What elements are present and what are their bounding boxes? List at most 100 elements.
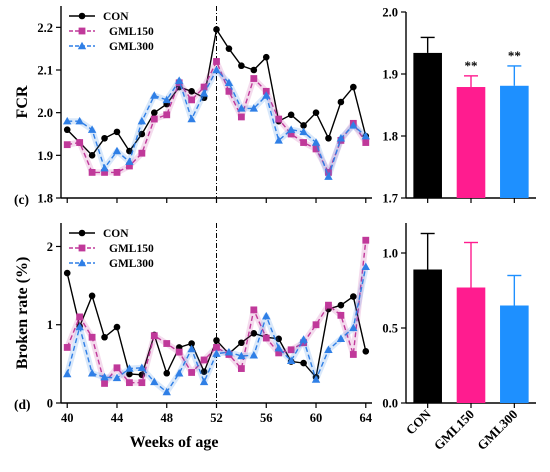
y-axis-title: FCR — [14, 85, 31, 118]
data-point — [325, 301, 332, 309]
data-point — [300, 139, 307, 146]
data-point — [362, 348, 370, 355]
data-point — [200, 368, 208, 375]
fcr-line-panel: 1.8 1.9 2.0 2.1 2.2 FCR (c) CON GML150 GML300 — [14, 6, 372, 207]
data-point — [174, 368, 184, 377]
data-point — [262, 334, 270, 342]
legend-marker — [78, 244, 86, 252]
data-point — [63, 141, 71, 149]
data-point — [162, 95, 171, 104]
data-point — [349, 323, 358, 332]
bar-gml150 — [456, 87, 486, 198]
data-point — [275, 335, 283, 343]
bar-gml300 — [500, 85, 529, 198]
data-point — [224, 347, 234, 356]
legend: CON GML150 GML300 — [69, 228, 154, 270]
data-point — [337, 98, 345, 106]
data-point — [163, 111, 171, 119]
data-point — [300, 122, 307, 129]
data-point — [88, 152, 96, 159]
data-point — [113, 364, 121, 372]
data-point — [88, 333, 96, 341]
data-point — [349, 351, 357, 358]
data-point — [324, 172, 333, 180]
data-point — [237, 351, 246, 360]
data-point — [249, 104, 259, 112]
data-point — [312, 145, 320, 153]
data-point — [163, 340, 171, 347]
panel-label: (d) — [14, 397, 31, 412]
data-point — [63, 344, 71, 351]
data-point — [188, 369, 196, 376]
data-point — [100, 372, 109, 381]
data-point — [287, 111, 295, 119]
legend-label: CON — [103, 11, 129, 23]
data-point — [336, 334, 346, 343]
data-point — [150, 115, 158, 123]
data-point — [311, 375, 321, 383]
data-point — [76, 313, 84, 321]
data-point — [286, 125, 296, 133]
x-axis-title: Weeks of age — [130, 434, 219, 451]
data-point — [350, 293, 357, 300]
data-point — [126, 379, 133, 387]
data-point — [275, 115, 283, 123]
data-point — [88, 169, 96, 176]
category-label: GML150 — [431, 407, 477, 453]
bar-gml150 — [456, 287, 486, 403]
data-point — [237, 113, 245, 121]
data-point — [162, 387, 171, 396]
data-point — [101, 134, 108, 142]
significance-mark: ** — [508, 48, 521, 63]
data-point — [224, 78, 234, 86]
data-point — [213, 58, 220, 65]
data-point — [101, 169, 108, 176]
data-point — [150, 332, 158, 340]
data-point — [87, 125, 97, 133]
y-tick-label: 0.0 — [382, 397, 398, 411]
data-point — [199, 377, 209, 386]
data-point — [250, 330, 258, 337]
data-point — [63, 369, 72, 378]
data-point — [362, 236, 370, 244]
legend-marker — [78, 229, 86, 237]
data-point — [126, 162, 133, 170]
broken-line-panel: 0 1 2 40 44 48 52 56 60 64 Broken rate (%) (d) CON GM… — [14, 223, 373, 425]
data-point — [262, 53, 270, 61]
data-point — [324, 345, 333, 353]
data-point — [325, 134, 332, 142]
data-point — [163, 369, 171, 377]
bar-gml300 — [500, 305, 529, 403]
data-point — [175, 348, 183, 356]
data-point — [250, 75, 258, 82]
y-tick-label: 1.7 — [382, 192, 398, 206]
y-tick-label: 1.9 — [382, 68, 398, 82]
data-point — [225, 45, 233, 52]
data-point — [174, 76, 184, 84]
data-point — [274, 136, 283, 144]
data-point — [112, 146, 122, 155]
data-point — [126, 147, 133, 155]
data-point — [100, 163, 109, 172]
data-point — [299, 335, 308, 343]
data-point — [63, 116, 72, 125]
data-point — [113, 128, 121, 136]
significance-mark: ** — [465, 58, 478, 73]
x-tick-label: 60 — [310, 411, 323, 425]
data-point — [287, 346, 295, 354]
data-point — [76, 139, 84, 146]
data-point — [150, 91, 159, 99]
legend-label: CON — [103, 228, 129, 240]
data-point — [125, 364, 134, 372]
bar-con — [413, 269, 442, 403]
data-point — [212, 349, 221, 357]
y-axis-title: Broken rate (%) — [14, 257, 31, 370]
data-point — [138, 149, 146, 157]
series-gml300 — [63, 65, 370, 180]
data-point — [238, 62, 245, 70]
data-point — [312, 321, 320, 329]
data-point — [274, 343, 283, 352]
data-point — [250, 306, 258, 314]
y-tick-label: 0 — [47, 397, 53, 411]
